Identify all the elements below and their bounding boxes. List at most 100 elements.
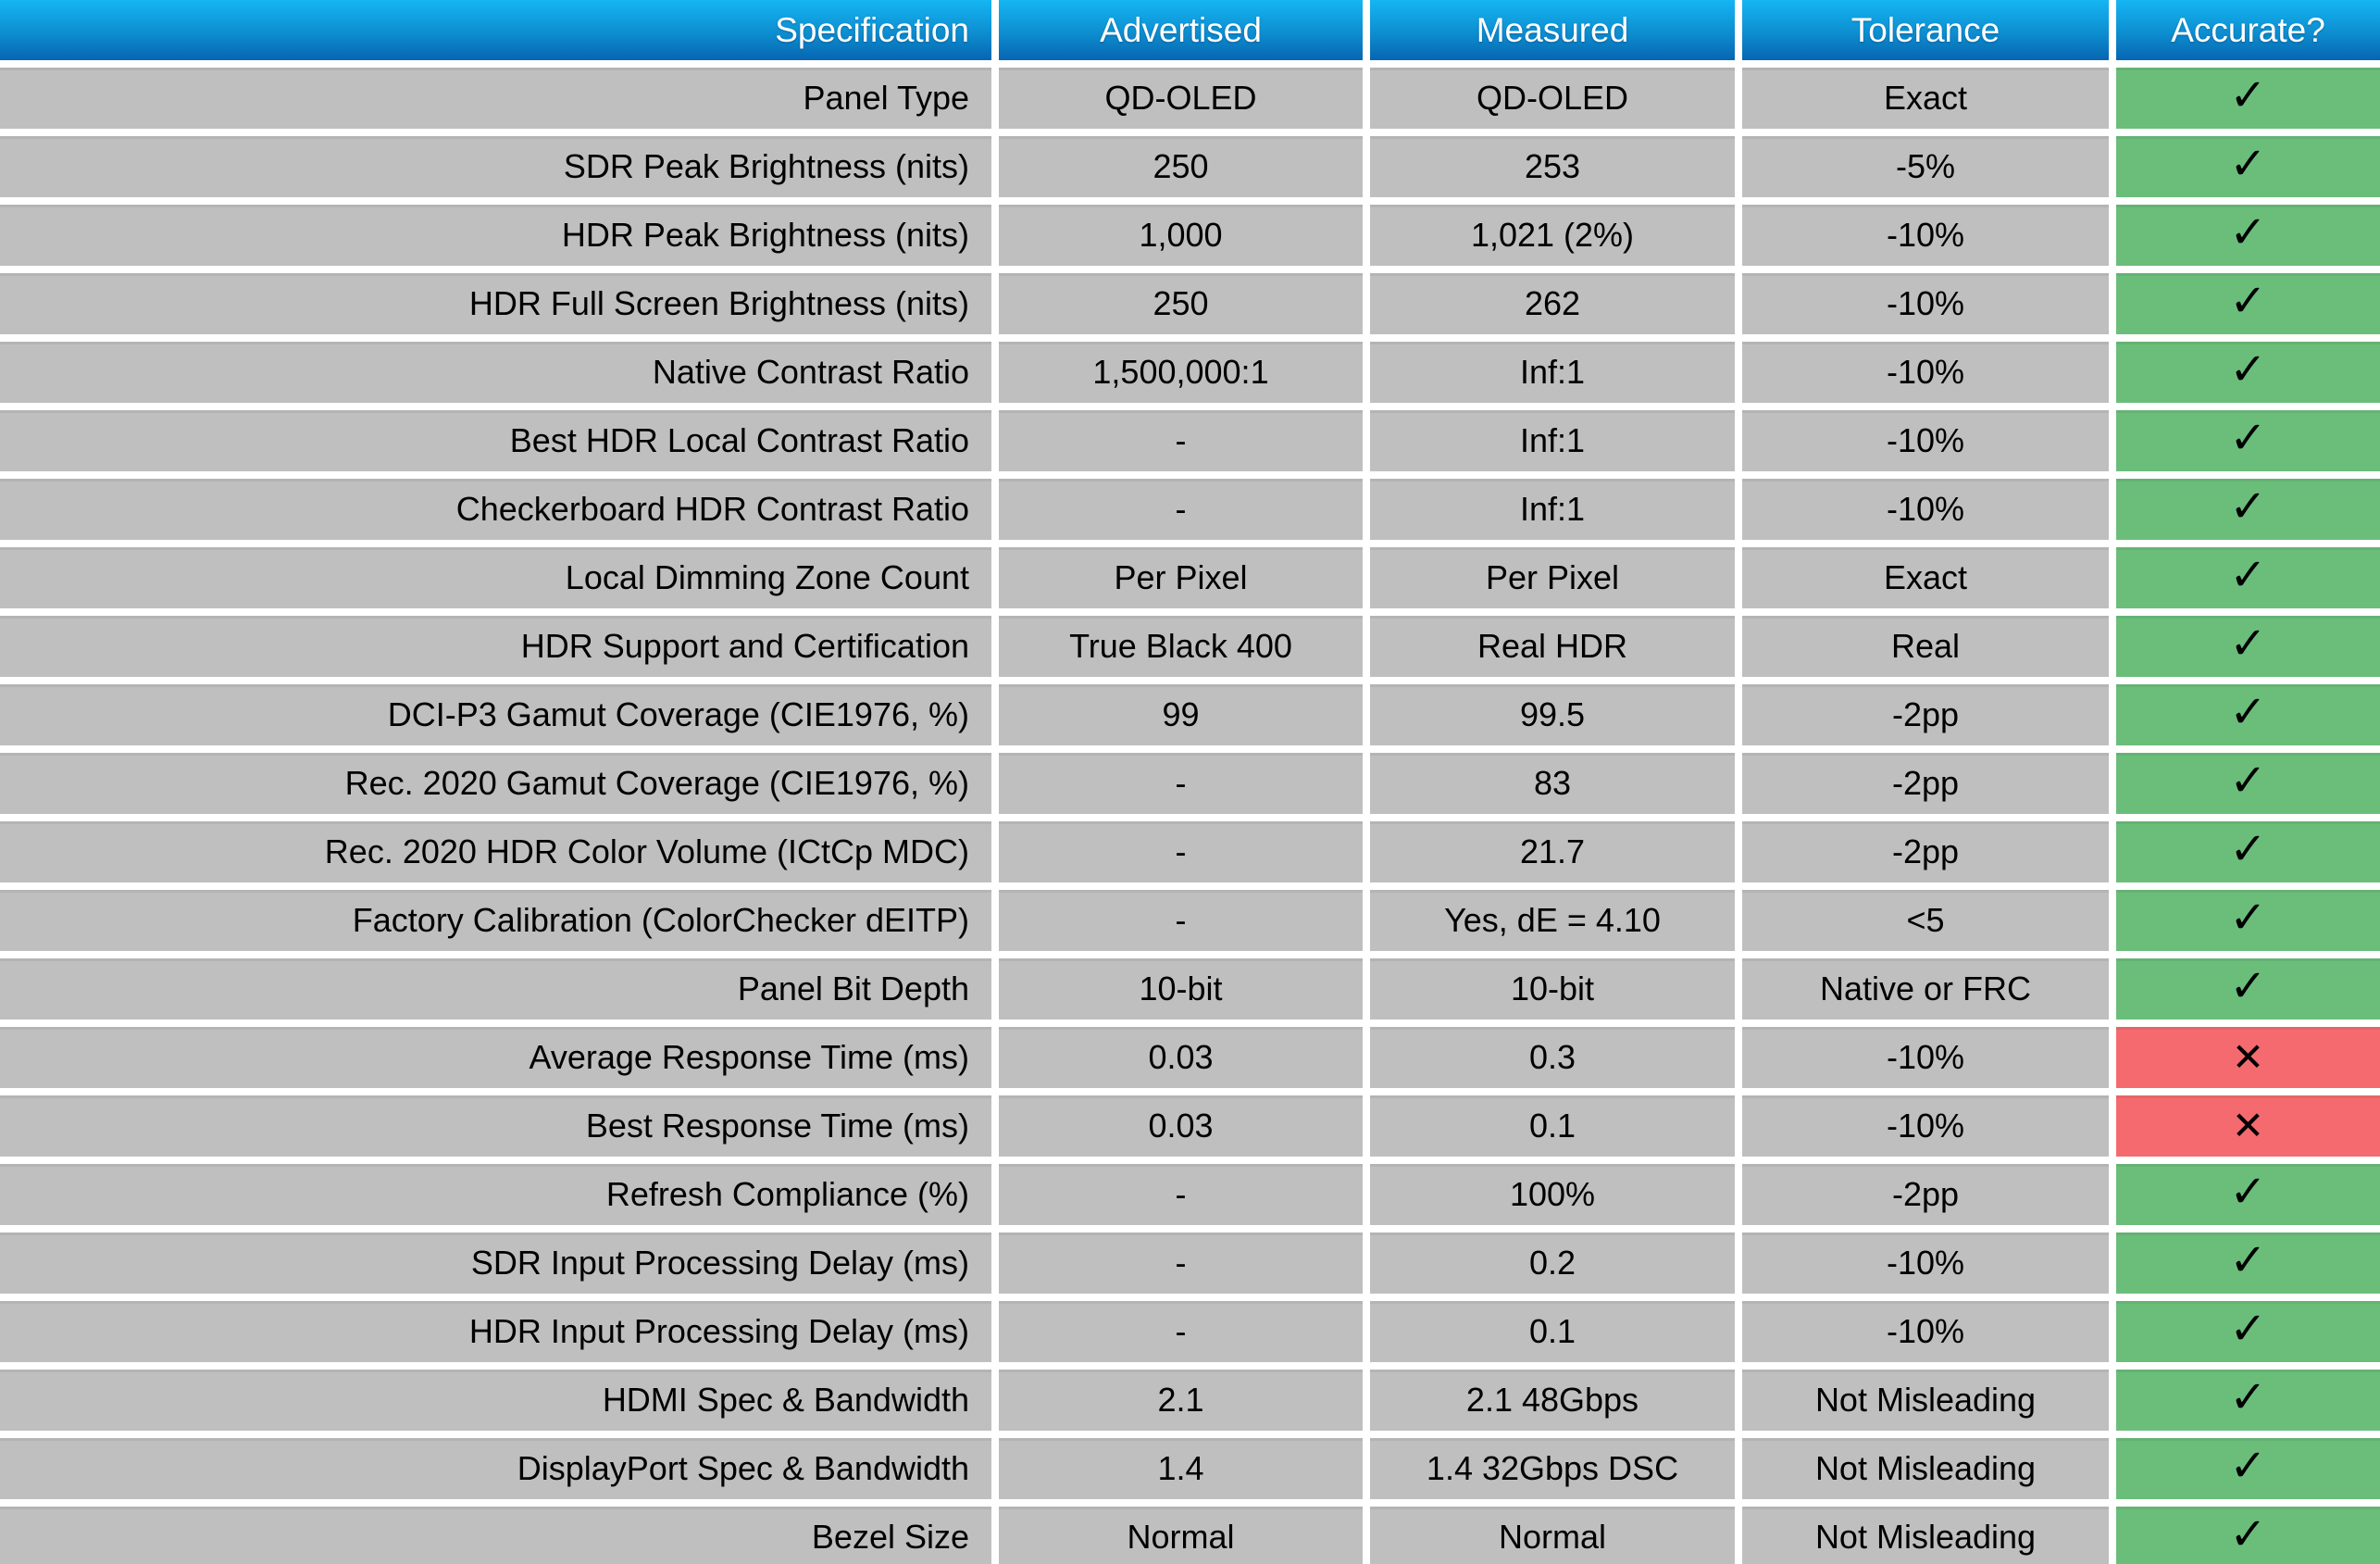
checkmark-icon: ✓ — [2229, 825, 2267, 874]
measured-value-cell: Inf:1 — [1370, 410, 1735, 471]
spec-name-cell: DCI-P3 Gamut Coverage (CIE1976, %) — [0, 684, 991, 745]
accuracy-result-cell: ✓ — [2116, 1301, 2380, 1362]
measured-value-cell: 2.1 48Gbps — [1370, 1370, 1735, 1431]
accuracy-result-cell: ✕ — [2116, 1027, 2380, 1088]
accuracy-result-cell: ✓ — [2116, 616, 2380, 677]
checkmark-icon: ✓ — [2229, 208, 2267, 257]
checkmark-icon: ✓ — [2229, 551, 2267, 600]
accuracy-result-cell: ✓ — [2116, 753, 2380, 814]
advertised-value-cell: Per Pixel — [999, 547, 1363, 608]
spec-name-cell: HDR Support and Certification — [0, 616, 991, 677]
checkmark-icon: ✓ — [2229, 277, 2267, 326]
accuracy-result-cell: ✓ — [2116, 68, 2380, 129]
spec-name-cell: Refresh Compliance (%) — [0, 1164, 991, 1225]
measured-value-cell: 1,021 (2%) — [1370, 205, 1735, 266]
measured-value-cell: 21.7 — [1370, 821, 1735, 882]
tolerance-value-cell: -10% — [1742, 205, 2109, 266]
measured-value-cell: Real HDR — [1370, 616, 1735, 677]
spec-name-cell: Panel Type — [0, 68, 991, 129]
spec-name-cell: Checkerboard HDR Contrast Ratio — [0, 479, 991, 540]
tolerance-value-cell: -2pp — [1742, 1164, 2109, 1225]
measured-value-cell: Inf:1 — [1370, 479, 1735, 540]
accuracy-result-cell: ✓ — [2116, 1232, 2380, 1294]
checkmark-icon: ✓ — [2229, 71, 2267, 120]
accuracy-result-cell: ✕ — [2116, 1095, 2380, 1157]
tolerance-value-cell: -2pp — [1742, 821, 2109, 882]
tolerance-value-cell: -10% — [1742, 273, 2109, 334]
measured-value-cell: Yes, dE = 4.10 — [1370, 890, 1735, 951]
spec-name-cell: Native Contrast Ratio — [0, 342, 991, 403]
spec-name-cell: Best Response Time (ms) — [0, 1095, 991, 1157]
advertised-value-cell: 2.1 — [999, 1370, 1363, 1431]
checkmark-icon: ✓ — [2229, 1510, 2267, 1559]
spec-name-cell: Factory Calibration (ColorChecker dEITP) — [0, 890, 991, 951]
checkmark-icon: ✓ — [2229, 757, 2267, 806]
accuracy-result-cell: ✓ — [2116, 1164, 2380, 1225]
tolerance-value-cell: -10% — [1742, 1301, 2109, 1362]
accuracy-result-cell: ✓ — [2116, 273, 2380, 334]
advertised-value-cell: 0.03 — [999, 1095, 1363, 1157]
measured-value-cell: Per Pixel — [1370, 547, 1735, 608]
tolerance-value-cell: Exact — [1742, 68, 2109, 129]
accuracy-result-cell: ✓ — [2116, 1438, 2380, 1499]
checkmark-icon: ✓ — [2229, 894, 2267, 943]
measured-value-cell: 253 — [1370, 136, 1735, 197]
spec-name-cell: Best HDR Local Contrast Ratio — [0, 410, 991, 471]
advertised-value-cell: Normal — [999, 1507, 1363, 1564]
spec-name-cell: HDR Input Processing Delay (ms) — [0, 1301, 991, 1362]
advertised-value-cell: 250 — [999, 273, 1363, 334]
measured-value-cell: 100% — [1370, 1164, 1735, 1225]
advertised-value-cell: - — [999, 1301, 1363, 1362]
advertised-value-cell: 99 — [999, 684, 1363, 745]
measured-value-cell: 10-bit — [1370, 958, 1735, 1020]
measured-value-cell: 83 — [1370, 753, 1735, 814]
checkmark-icon: ✓ — [2229, 482, 2267, 532]
measured-value-cell: 0.1 — [1370, 1095, 1735, 1157]
spec-name-cell: Average Response Time (ms) — [0, 1027, 991, 1088]
advertised-value-cell: - — [999, 753, 1363, 814]
tolerance-value-cell: Not Misleading — [1742, 1438, 2109, 1499]
tolerance-value-cell: -2pp — [1742, 684, 2109, 745]
advertised-value-cell: 0.03 — [999, 1027, 1363, 1088]
tolerance-value-cell: -10% — [1742, 410, 2109, 471]
tolerance-value-cell: -5% — [1742, 136, 2109, 197]
spec-name-cell: Rec. 2020 Gamut Coverage (CIE1976, %) — [0, 753, 991, 814]
spec-name-cell: Local Dimming Zone Count — [0, 547, 991, 608]
measured-value-cell: Normal — [1370, 1507, 1735, 1564]
spec-name-cell: HDR Peak Brightness (nits) — [0, 205, 991, 266]
checkmark-icon: ✓ — [2229, 1442, 2267, 1491]
accuracy-result-cell: ✓ — [2116, 1370, 2380, 1431]
accuracy-result-cell: ✓ — [2116, 410, 2380, 471]
spec-name-cell: Bezel Size — [0, 1507, 991, 1564]
tolerance-value-cell: Not Misleading — [1742, 1370, 2109, 1431]
accuracy-result-cell: ✓ — [2116, 479, 2380, 540]
checkmark-icon: ✓ — [2229, 1373, 2267, 1422]
column-header-measured: Measured — [1370, 0, 1735, 60]
tolerance-value-cell: Exact — [1742, 547, 2109, 608]
advertised-value-cell: 1,500,000:1 — [999, 342, 1363, 403]
tolerance-value-cell: -10% — [1742, 1027, 2109, 1088]
tolerance-value-cell: Native or FRC — [1742, 958, 2109, 1020]
spec-name-cell: DisplayPort Spec & Bandwidth — [0, 1438, 991, 1499]
checkmark-icon: ✓ — [2229, 962, 2267, 1011]
accuracy-result-cell: ✓ — [2116, 821, 2380, 882]
spec-name-cell: Rec. 2020 HDR Color Volume (ICtCp MDC) — [0, 821, 991, 882]
cross-icon: ✕ — [2231, 1035, 2265, 1079]
checkmark-icon: ✓ — [2229, 1168, 2267, 1217]
checkmark-icon: ✓ — [2229, 688, 2267, 737]
tolerance-value-cell: Not Misleading — [1742, 1507, 2109, 1564]
tolerance-value-cell: Real — [1742, 616, 2109, 677]
accuracy-result-cell: ✓ — [2116, 890, 2380, 951]
measured-value-cell: 262 — [1370, 273, 1735, 334]
advertised-value-cell: True Black 400 — [999, 616, 1363, 677]
measured-value-cell: 0.3 — [1370, 1027, 1735, 1088]
accuracy-result-cell: ✓ — [2116, 684, 2380, 745]
checkmark-icon: ✓ — [2229, 140, 2267, 189]
spec-name-cell: SDR Input Processing Delay (ms) — [0, 1232, 991, 1294]
column-header-advertised: Advertised — [999, 0, 1363, 60]
spec-name-cell: Panel Bit Depth — [0, 958, 991, 1020]
checkmark-icon: ✓ — [2229, 345, 2267, 394]
tolerance-value-cell: -10% — [1742, 342, 2109, 403]
accuracy-result-cell: ✓ — [2116, 1507, 2380, 1564]
